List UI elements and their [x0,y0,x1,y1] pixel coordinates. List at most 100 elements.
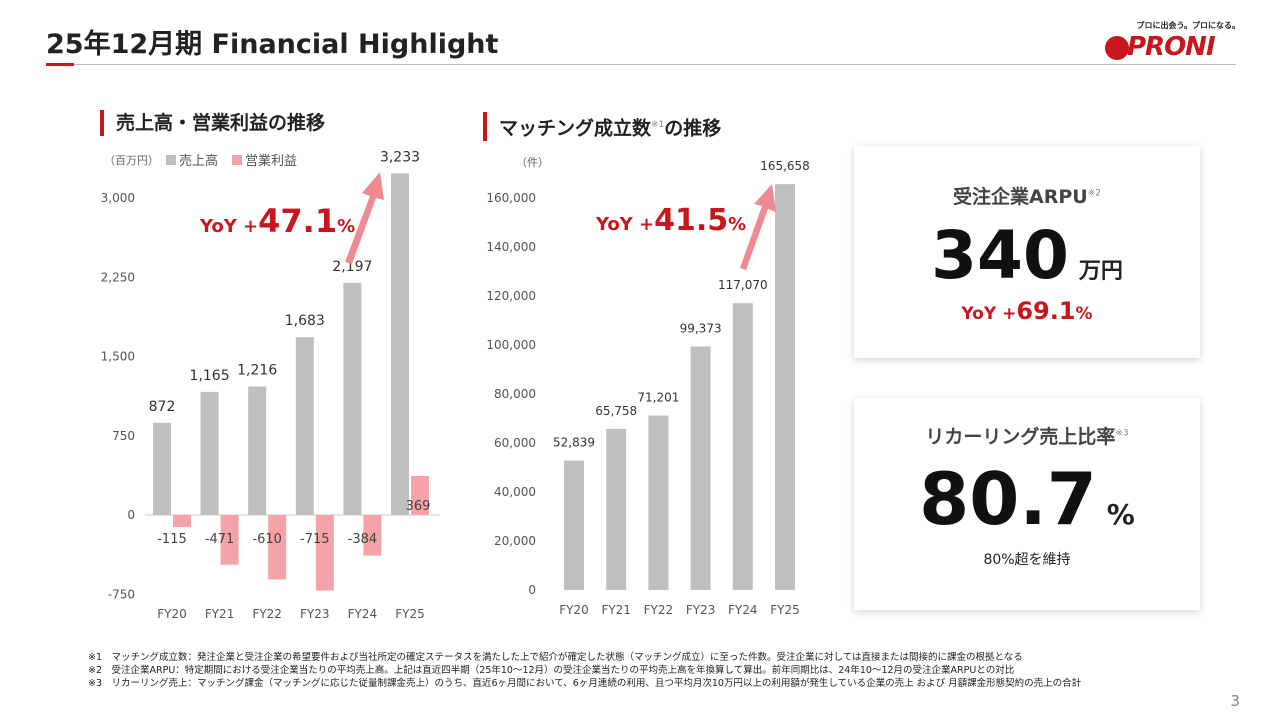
bar-label: 71,201 [637,391,679,405]
kpi-card-recurring: リカーリング売上比率※3 80.7% 80%超を維持 [854,398,1200,610]
bar-sales [200,391,219,515]
y-tick-label: 750 [112,429,135,443]
x-tick-label: FY21 [205,607,235,621]
bar-label-sales: 1,683 [285,313,325,329]
legend-swatch [232,155,242,165]
bar-profit [173,515,191,528]
x-tick-label: FY20 [559,603,589,617]
yoy-annotation: YoY +41.5% [595,203,746,238]
kpi-label: リカーリング売上比率※3 [925,426,1129,448]
yoy-suffix: % [337,216,355,237]
y-tick-label: 60,000 [494,436,536,450]
kpi-value: 340 [931,217,1069,294]
unit-label: （件） [516,156,549,169]
logo-tagline: プロに出会う。プロになる。 [1136,21,1240,30]
bar-sales [153,422,171,515]
bar-label-sales: 872 [149,399,176,415]
yoy-prefix: YoY + [199,216,258,237]
chart1-title: 売上高・営業利益の推移 [100,110,325,136]
bar-matching [564,460,584,590]
y-tick-label: 160,000 [486,191,536,205]
page-title: 25年12月期 Financial Highlight [46,29,499,60]
footnotes: ※1 マッチング成立数：発注企業と受注企業の希望要件および当社所定の確定ステータ… [88,651,1081,690]
y-tick-label: 2,250 [101,270,135,284]
kpi-unit: % [1106,498,1135,531]
yoy-annotation: YoY +47.1% [199,202,355,240]
kpi-unit: 万円 [1078,259,1123,284]
y-tick-label: 100,000 [486,338,536,352]
bar-matching [732,303,753,590]
bar-matching [690,346,711,590]
kpi-sub: 80%超を維持 [983,552,1071,568]
bar-label-sales: 1,165 [190,368,230,384]
bar-sales [248,386,267,515]
bar-profit [315,515,334,591]
bar-label-sales: 2,197 [332,259,372,275]
yoy-suffix: % [728,214,746,235]
y-tick-label: 3,000 [101,191,135,205]
bar-profit [268,515,287,580]
chart2-title-suffix: の推移 [664,117,722,140]
yoy-value: 47.1 [258,202,337,240]
logo-word: PRONI [1127,32,1216,62]
bar-label: 65,758 [595,404,637,418]
chart2-title: マッチング成立数※1の推移 [483,112,722,142]
title-divider [46,64,1236,65]
legend-swatch [166,155,176,165]
bar-label-sales: 3,233 [380,149,420,165]
x-tick-label: FY23 [300,607,330,621]
bar-label: 99,373 [680,322,722,336]
bar-profit [220,515,239,565]
unit-label: （百万円） [104,154,159,167]
page-number: 3 [1230,692,1240,710]
bar-label: 165,658 [760,159,810,173]
kpi-card-arpu: 受注企業ARPU※2 340 万円 YoY +69.1% [854,146,1200,358]
legend-label: 売上高 [179,153,218,169]
y-tick-label: 120,000 [486,289,536,303]
footnote: ※1 マッチング成立数：発注企業と受注企業の希望要件および当社所定の確定ステータ… [88,652,1023,663]
yoy-prefix: YoY + [595,214,654,235]
bar-label-profit: 369 [406,499,431,514]
kpi-value: 80.7 [919,457,1097,541]
bar-sales [343,282,362,515]
bar-label-sales: 1,216 [237,363,277,379]
x-tick-label: FY23 [686,603,716,617]
y-tick-label: -750 [108,587,135,601]
y-tick-label: 80,000 [494,387,536,401]
bar-label-profit: -610 [252,532,282,547]
y-tick-label: 140,000 [486,240,536,254]
kpi-yoy: YoY +69.1% [961,297,1093,325]
kpi-label: 受注企業ARPU※2 [953,186,1101,208]
bar-matching [606,428,627,590]
x-tick-label: FY20 [157,607,187,621]
x-tick-label: FY25 [395,607,425,621]
x-tick-label: FY22 [252,607,282,621]
bar-matching [648,415,669,590]
footnote: ※2 受注企業ARPU：特定期間における受注企業当たりの平均売上高。上記は直近四… [88,665,1015,676]
bar-profit [411,476,429,515]
x-tick-label: FY22 [644,603,674,617]
y-tick-label: 20,000 [494,534,536,548]
bar-sales [391,173,409,515]
bar-label: 117,070 [718,278,768,292]
bar-profit [363,515,382,556]
bar-matching [775,184,795,591]
growth-arrow-icon [740,184,776,270]
logo-mark-icon [1105,36,1129,60]
x-tick-label: FY24 [348,607,378,621]
chart2-note: ※1 [651,120,665,130]
x-tick-label: FY25 [770,603,800,617]
y-tick-label: 40,000 [494,485,536,499]
bar-label: 52,839 [553,436,595,450]
x-tick-label: FY24 [728,603,758,617]
footnote: ※3 リカーリング売上：マッチング課金（マッチングに応じた従量制課金売上）のうち… [88,678,1082,689]
bar-label-profit: -471 [205,532,235,547]
bar-sales [295,337,314,515]
bar-label-profit: -715 [300,532,330,547]
y-tick-label: 1,500 [101,350,135,364]
y-tick-label: 0 [528,583,536,597]
growth-arrow-icon [345,172,384,264]
yoy-value: 41.5 [654,203,728,238]
proni-logo: プロに出会う。プロになる。 PRONI [1105,18,1240,62]
